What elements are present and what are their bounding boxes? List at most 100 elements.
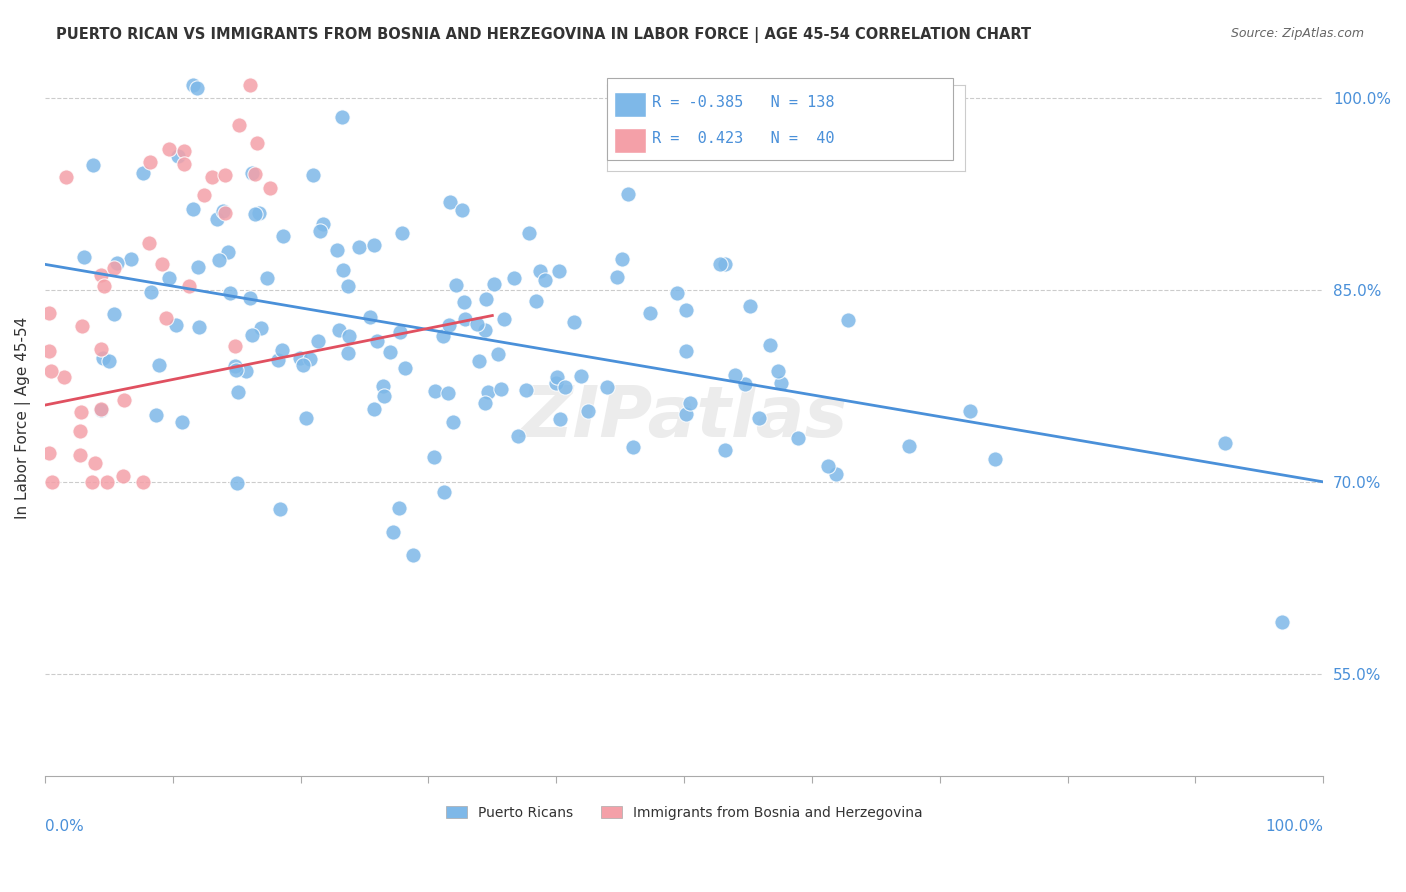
Point: [132, 475, 155, 489]
Point: [90, 401, 112, 416]
Point: [90, 402, 112, 417]
Point: [120, 252, 142, 267]
Point: [152, 257, 174, 271]
Point: [226, 475, 249, 490]
Point: [489, 382, 512, 396]
Point: [547, 264, 569, 278]
Point: [506, 428, 529, 442]
Point: [714, 257, 737, 271]
Point: [640, 306, 662, 320]
Point: [69, 425, 91, 439]
Point: [80, 475, 103, 489]
Point: [475, 292, 498, 306]
Point: [298, 351, 321, 366]
Point: [52, 370, 75, 384]
Point: [571, 369, 593, 384]
Point: [576, 404, 599, 418]
Point: [675, 343, 697, 358]
Point: [312, 217, 335, 231]
Point: [402, 548, 425, 562]
Point: [332, 263, 354, 277]
Point: [382, 524, 405, 539]
Point: [546, 370, 568, 384]
Point: [82, 158, 104, 172]
Point: [465, 317, 488, 331]
Point: [679, 396, 702, 410]
Point: [423, 384, 446, 398]
Point: [98, 354, 121, 368]
Point: [524, 293, 547, 308]
Point: [41, 363, 63, 377]
Point: [295, 410, 318, 425]
Point: [70, 319, 93, 334]
Point: [388, 501, 411, 516]
Point: [247, 206, 270, 220]
Point: [201, 170, 224, 185]
Point: [724, 368, 747, 382]
Point: [214, 206, 236, 220]
Point: [224, 338, 246, 352]
Point: [391, 226, 413, 240]
Point: [239, 291, 262, 305]
Point: [173, 156, 195, 170]
Text: Source: ZipAtlas.com: Source: ZipAtlas.com: [1230, 27, 1364, 40]
Point: [738, 299, 761, 313]
Point: [837, 313, 859, 327]
Point: [173, 144, 195, 158]
FancyBboxPatch shape: [614, 92, 645, 117]
Point: [217, 244, 239, 259]
Point: [291, 358, 314, 372]
Point: [170, 415, 193, 429]
Point: [259, 181, 281, 195]
Point: [193, 187, 215, 202]
FancyBboxPatch shape: [607, 78, 952, 160]
Point: [243, 207, 266, 221]
Point: [488, 347, 510, 361]
Point: [307, 334, 329, 348]
Point: [187, 260, 209, 275]
Point: [984, 452, 1007, 467]
Text: 0.0%: 0.0%: [45, 819, 83, 834]
Point: [373, 389, 395, 403]
Point: [439, 194, 461, 209]
Point: [157, 271, 180, 285]
Point: [91, 351, 114, 365]
Point: [288, 351, 311, 365]
Point: [675, 407, 697, 421]
Point: [713, 443, 735, 458]
Point: [564, 315, 586, 329]
Point: [132, 166, 155, 180]
Legend: Puerto Ricans, Immigrants from Bosnia and Herzegovina: Puerto Ricans, Immigrants from Bosnia an…: [439, 798, 929, 827]
Point: [186, 80, 208, 95]
Point: [228, 119, 250, 133]
Point: [337, 279, 360, 293]
Point: [734, 376, 756, 391]
Text: 100.0%: 100.0%: [1265, 819, 1323, 834]
Point: [181, 202, 204, 216]
Point: [188, 320, 211, 334]
Point: [301, 168, 323, 182]
Point: [363, 401, 385, 416]
Point: [240, 166, 263, 180]
Point: [256, 271, 278, 285]
Point: [159, 142, 181, 156]
Point: [207, 253, 229, 268]
Point: [55, 170, 77, 185]
Point: [453, 295, 475, 310]
Point: [666, 286, 689, 301]
Point: [454, 311, 477, 326]
Point: [432, 329, 454, 343]
Text: R = -0.385   N = 138: R = -0.385 N = 138: [652, 95, 835, 110]
Point: [596, 379, 619, 393]
Point: [959, 404, 981, 418]
Point: [759, 338, 782, 352]
Point: [380, 345, 402, 359]
Point: [212, 203, 235, 218]
Point: [38, 446, 60, 460]
Point: [83, 456, 105, 470]
Point: [165, 318, 187, 332]
FancyBboxPatch shape: [614, 128, 645, 153]
Point: [612, 252, 634, 266]
Point: [38, 344, 60, 359]
Point: [423, 450, 446, 465]
